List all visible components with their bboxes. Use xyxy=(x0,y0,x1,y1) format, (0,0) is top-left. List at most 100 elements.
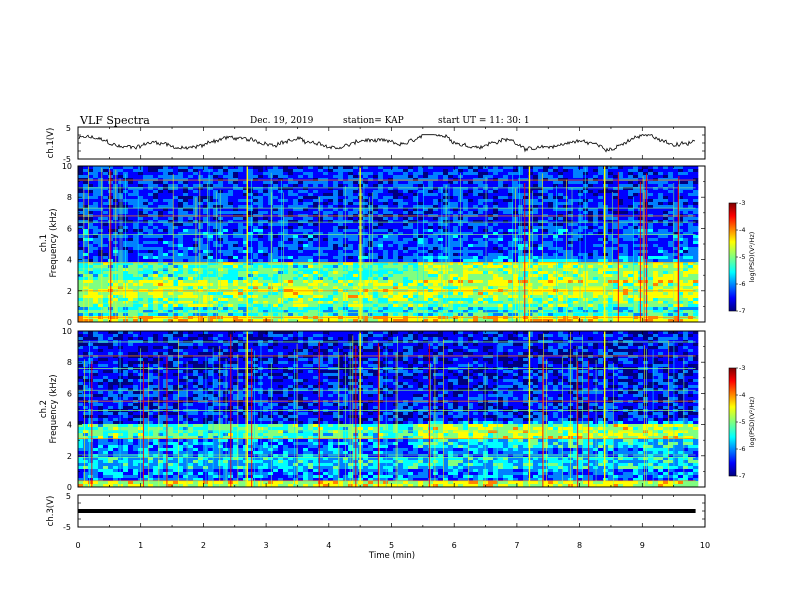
spectrogram-cell xyxy=(413,298,419,302)
spectrogram-cell xyxy=(213,277,219,281)
spectrogram-cell xyxy=(318,310,324,314)
spectrogram-cell xyxy=(203,172,209,176)
spectrogram-cell xyxy=(263,166,269,170)
spectrogram-cell xyxy=(393,304,399,308)
spectrogram-cell xyxy=(548,283,554,287)
spectrogram-cell xyxy=(418,310,424,314)
spectrogram-cell xyxy=(158,190,164,194)
spectrogram-cell xyxy=(398,208,404,212)
spectrogram-cell xyxy=(463,307,469,311)
spectrogram-cell xyxy=(353,235,359,239)
spectrogram-cell xyxy=(153,220,159,224)
spectrogram-cell xyxy=(273,310,279,314)
spectrogram-cell xyxy=(288,226,294,230)
spectrogram-cell xyxy=(178,277,184,281)
spectrogram-cell xyxy=(223,280,229,284)
spectrogram-cell xyxy=(248,226,254,230)
spectrogram-cell xyxy=(433,226,439,230)
spectrogram-cell xyxy=(153,247,159,251)
spectrogram-cell xyxy=(448,199,454,203)
spectrogram-cell xyxy=(513,181,519,185)
spectrogram-cell xyxy=(293,304,299,308)
spectrogram-cell xyxy=(233,259,239,263)
spectrogram-cell xyxy=(343,208,349,212)
spectrogram-cell xyxy=(173,253,179,257)
spectrogram-cell xyxy=(273,286,279,290)
spectrogram-cell xyxy=(478,301,484,305)
spectrogram-cell xyxy=(103,226,109,230)
spectrogram-cell xyxy=(538,295,544,299)
spectrogram-cell xyxy=(448,274,454,278)
spectrogram-cell xyxy=(298,256,304,260)
spectrogram-cell xyxy=(298,238,304,242)
spectrogram-cell xyxy=(158,175,164,179)
spectrogram-cell xyxy=(203,304,209,308)
spectrogram-cell xyxy=(423,274,429,278)
spectrogram-cell xyxy=(143,244,149,248)
spectrogram-cell xyxy=(413,223,419,227)
spectrogram-cell xyxy=(293,277,299,281)
spectrogram-cell xyxy=(468,250,474,254)
spectrogram-cell xyxy=(283,220,289,224)
spectrogram-cell xyxy=(483,202,489,206)
spectrogram-cell xyxy=(238,211,244,215)
spectrogram-cell xyxy=(268,298,274,302)
spectrogram-cell xyxy=(393,196,399,200)
spectrogram-cell xyxy=(498,277,504,281)
spectrogram-cell xyxy=(353,166,359,170)
spectrogram-cell xyxy=(158,247,164,251)
spectrogram-cell xyxy=(448,250,454,254)
spectrogram-cell xyxy=(313,274,319,278)
spectrogram-cell xyxy=(383,181,389,185)
spectrogram-cell xyxy=(483,259,489,263)
spectrogram-cell xyxy=(288,283,294,287)
spectrogram-cell xyxy=(368,196,374,200)
spectrogram-cell xyxy=(508,217,514,221)
spectrogram-cell xyxy=(383,241,389,245)
spectrogram-cell xyxy=(503,184,509,188)
spectrogram-cell xyxy=(118,187,124,191)
spectrogram-cell xyxy=(163,187,169,191)
spectrogram-cell xyxy=(98,280,104,284)
spectrogram-cell xyxy=(448,193,454,197)
spectrogram-cell xyxy=(483,190,489,194)
spectrogram-cell xyxy=(328,277,334,281)
spectrogram-cell xyxy=(438,253,444,257)
spectrogram-cell xyxy=(453,301,459,305)
spectrogram-cell xyxy=(423,241,429,245)
spectrogram-cell xyxy=(468,319,474,323)
spectrogram-cell xyxy=(243,292,249,296)
spectrogram-cell xyxy=(348,274,354,278)
spectrogram-cell xyxy=(413,268,419,272)
spectrogram-cell xyxy=(528,229,534,233)
spectrogram-cell xyxy=(128,196,134,200)
spectrogram-cell xyxy=(278,184,284,188)
spectrogram-cell xyxy=(208,283,214,287)
spectrogram-cell xyxy=(393,283,399,287)
spectrogram-cell xyxy=(138,262,144,266)
spectrogram-cell xyxy=(163,274,169,278)
spectrogram-cell xyxy=(533,241,539,245)
spectrogram-cell xyxy=(373,262,379,266)
spectrogram-cell xyxy=(268,265,274,269)
spectrogram-cell xyxy=(428,271,434,275)
spectrogram-cell xyxy=(268,223,274,227)
spectrogram-cell xyxy=(383,169,389,173)
spectrogram-cell xyxy=(303,268,309,272)
spectrogram-cell xyxy=(183,229,189,233)
spectrogram-cell xyxy=(253,238,259,242)
spectrogram-cell xyxy=(103,277,109,281)
spectrogram-cell xyxy=(263,271,269,275)
spectrogram-cell xyxy=(468,313,474,317)
spectrogram-cell xyxy=(518,310,524,314)
spectrogram-cell xyxy=(523,238,529,242)
spectrogram-cell xyxy=(163,232,169,236)
spectrogram-cell xyxy=(478,196,484,200)
spectrogram-cell xyxy=(403,193,409,197)
spectrogram-cell xyxy=(338,313,344,317)
spectrogram-cell xyxy=(253,241,259,245)
spectrogram-cell xyxy=(228,259,234,263)
spectrogram-cell xyxy=(348,256,354,260)
spectrogram-cell xyxy=(238,235,244,239)
spectrogram-cell xyxy=(168,223,174,227)
